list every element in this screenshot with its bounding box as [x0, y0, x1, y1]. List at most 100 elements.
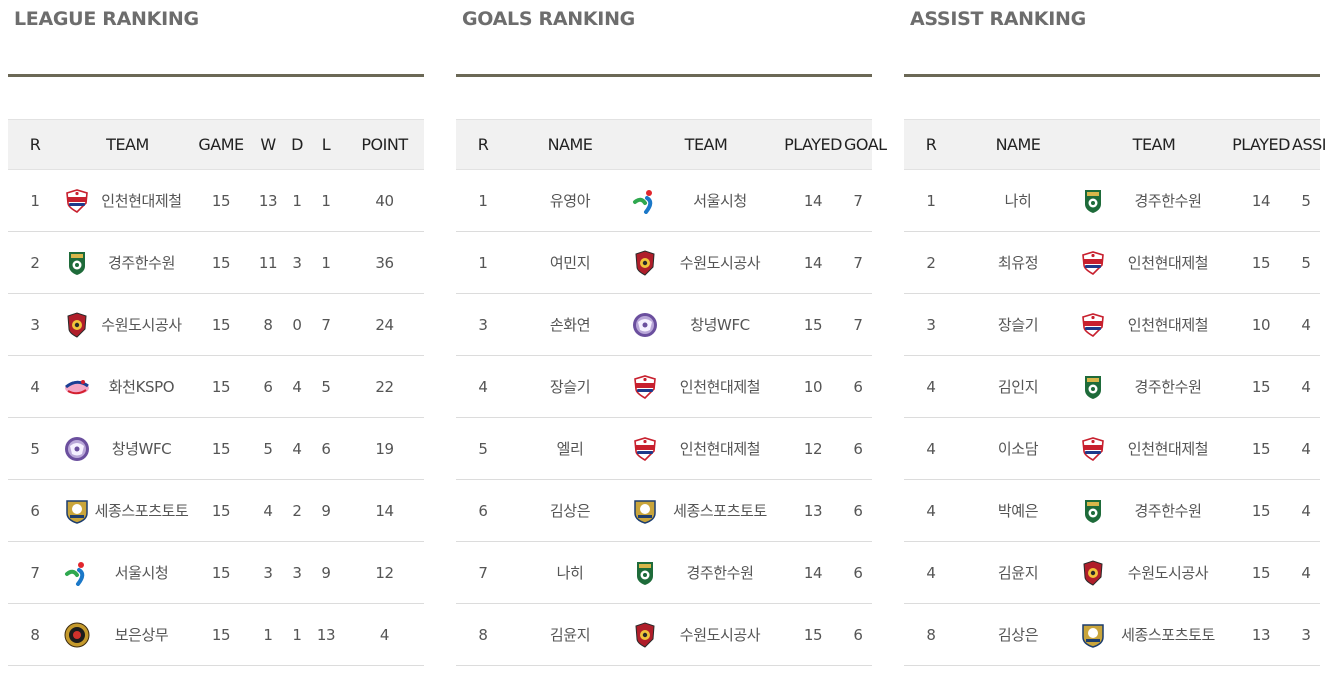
table-row: 1 유영아 서울시청 14 7 [456, 169, 872, 232]
title-divider [8, 74, 424, 77]
team-cell: 세종스포츠토토 [62, 479, 193, 542]
team-name: 세종스포츠토토 [94, 502, 189, 520]
team-name: 수원도시공사 [1127, 564, 1209, 582]
rank-cell: 1 [904, 169, 958, 232]
wins-cell: 11 [249, 231, 287, 294]
changnyeong-wfc-logo-icon [64, 436, 90, 462]
rank-cell: 2 [904, 231, 958, 294]
header-team: TEAM [62, 119, 193, 170]
seoul-city-logo-icon [64, 560, 90, 586]
rank-cell: 5 [456, 417, 510, 480]
hwacheon-kspo-logo-icon [64, 374, 90, 400]
losses-cell: 9 [307, 479, 345, 542]
header-team: TEAM [630, 119, 782, 170]
table-row: 5 창녕WFC 15 5 4 6 19 [8, 417, 424, 480]
games-cell: 15 [193, 355, 249, 418]
table-row: 7 서울시청 15 3 3 9 12 [8, 541, 424, 604]
red-angels-logo-icon [632, 374, 658, 400]
rank-cell: 7 [8, 541, 62, 604]
rank-cell: 7 [456, 541, 510, 604]
table-row: 6 김상은 세종스포츠토토 13 6 [456, 479, 872, 542]
goals-cell: 6 [844, 603, 872, 666]
rank-cell: 4 [904, 479, 958, 542]
boeun-sangmu-logo-icon [64, 622, 90, 648]
team-cell: 인천현대제철 [1078, 293, 1230, 356]
assists-cell: 4 [1292, 293, 1320, 356]
games-cell: 15 [193, 231, 249, 294]
team-name: 수원도시공사 [679, 254, 761, 272]
team-name: 세종스포츠토토 [673, 502, 767, 520]
team-wrapper: 세종스포츠토토 [630, 498, 782, 524]
played-cell: 14 [782, 231, 844, 294]
team-cell: 수원도시공사 [630, 231, 782, 294]
goals-cell: 7 [844, 169, 872, 232]
wins-cell: 4 [249, 479, 287, 542]
red-angels-logo-icon [1080, 312, 1106, 338]
games-cell: 15 [193, 417, 249, 480]
gyeongju-khnp-logo-icon [1080, 188, 1106, 214]
header-game: GAME [193, 119, 249, 170]
draws-cell: 1 [287, 169, 307, 232]
player-name-cell: 여민지 [510, 231, 630, 294]
team-name: 인천현대제철 [679, 378, 761, 396]
draws-cell: 3 [287, 231, 307, 294]
team-cell: 세종스포츠토토 [1078, 603, 1230, 666]
table-row: 3 손화연 창녕WFC 15 7 [456, 293, 872, 356]
team-name: 인천현대제철 [1127, 316, 1209, 334]
rank-cell: 1 [456, 231, 510, 294]
header-point: POINT [345, 119, 424, 170]
player-name-cell: 이소담 [958, 417, 1078, 480]
team-wrapper: 인천현대제철 [62, 188, 193, 214]
team-name: 서울시청 [693, 192, 747, 210]
wins-cell: 1 [249, 603, 287, 666]
team-wrapper: 창녕WFC [630, 312, 782, 338]
games-cell: 15 [193, 293, 249, 356]
team-cell: 서울시청 [62, 541, 193, 604]
team-name: 인천현대제철 [1127, 440, 1209, 458]
table-row: 3 수원도시공사 15 8 0 7 24 [8, 293, 424, 356]
played-cell: 10 [782, 355, 844, 418]
team-name: 인천현대제철 [101, 192, 182, 210]
rank-cell: 4 [904, 417, 958, 480]
team-wrapper: 경주한수원 [1078, 498, 1230, 524]
points-cell: 12 [345, 541, 424, 604]
team-cell: 보은상무 [62, 603, 193, 666]
table-row: 2 경주한수원 15 11 3 1 36 [8, 231, 424, 294]
sejong-sportstoto-logo-icon [1080, 622, 1106, 648]
team-wrapper: 창녕WFC [62, 436, 193, 462]
table-row: 1 나히 경주한수원 14 5 [904, 169, 1320, 232]
team-name: 경주한수원 [1134, 378, 1202, 396]
losses-cell: 1 [307, 169, 345, 232]
team-cell: 인천현대제철 [1078, 417, 1230, 480]
team-cell: 인천현대제철 [1078, 231, 1230, 294]
red-angels-logo-icon [1080, 250, 1106, 276]
assists-cell: 3 [1292, 603, 1320, 666]
goals-ranking-table: R NAME TEAM PLAYED GOAL 1 유영아 서울시청 14 7 1 여민지 수… [456, 119, 887, 666]
team-wrapper: 경주한수원 [630, 560, 782, 586]
team-cell: 화천KSPO [62, 355, 193, 418]
points-cell: 4 [345, 603, 424, 666]
team-name: 서울시청 [114, 564, 169, 582]
team-wrapper: 수원도시공사 [62, 311, 193, 338]
points-cell: 36 [345, 231, 424, 294]
seoul-city-logo-icon [632, 188, 658, 214]
assists-cell: 5 [1292, 231, 1320, 294]
games-cell: 15 [193, 169, 249, 232]
goals-cell: 6 [844, 417, 872, 480]
team-wrapper: 인천현대제철 [1078, 436, 1230, 462]
goals-cell: 6 [844, 479, 872, 542]
team-wrapper: 인천현대제철 [1078, 312, 1230, 338]
table-header-row: R NAME TEAM PLAYED GOAL [456, 119, 887, 170]
gyeongju-khnp-logo-icon [1080, 498, 1106, 524]
changnyeong-wfc-logo-icon [632, 312, 658, 338]
team-name: 세종스포츠토토 [1121, 626, 1215, 644]
rank-cell: 8 [456, 603, 510, 666]
header-rank: R [456, 119, 510, 170]
player-name-cell: 장슬기 [510, 355, 630, 418]
team-wrapper: 서울시청 [630, 188, 782, 214]
points-cell: 24 [345, 293, 424, 356]
assists-cell: 4 [1292, 355, 1320, 418]
played-cell: 12 [782, 417, 844, 480]
played-cell: 14 [782, 541, 844, 604]
played-cell: 14 [782, 169, 844, 232]
